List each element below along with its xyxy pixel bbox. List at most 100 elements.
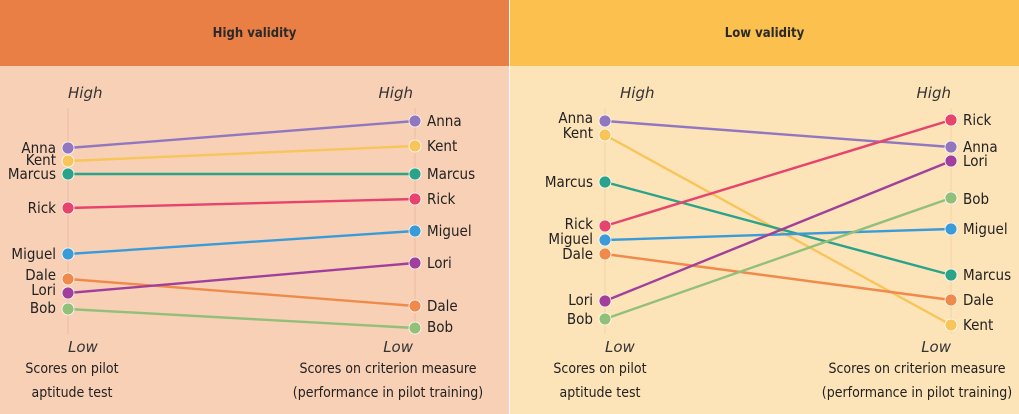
marcus-right-label: Marcus bbox=[427, 165, 475, 183]
kent-right-label: Kent bbox=[963, 316, 993, 334]
connector-lines bbox=[67, 119, 416, 330]
left-nodes bbox=[598, 114, 612, 326]
lori-right-label: Lori bbox=[963, 152, 988, 170]
lori-left-label: Lori bbox=[568, 291, 593, 309]
miguel-left-node bbox=[598, 233, 612, 247]
dale-right-node bbox=[408, 299, 422, 313]
miguel-left-node bbox=[61, 247, 75, 261]
rick-left-node bbox=[598, 219, 612, 233]
right-name-labels: Rick Anna Lori Bob Miguel Marcus Dale Ke… bbox=[963, 111, 1011, 334]
anna-connector bbox=[67, 119, 416, 150]
lori-connector bbox=[604, 159, 952, 303]
high-validity-title: High validity bbox=[212, 25, 297, 41]
kent-right-node bbox=[944, 318, 958, 332]
miguel-right-node bbox=[408, 224, 422, 238]
miguel-left-label: Miguel bbox=[548, 230, 593, 248]
low-validity-diagram: High High Low Low bbox=[545, 84, 1012, 401]
right-nodes bbox=[408, 114, 422, 335]
left-axis-caption-line-1: Scores on pilot bbox=[553, 361, 646, 377]
bob-left-node bbox=[61, 302, 75, 316]
left-low-label: Low bbox=[605, 338, 636, 356]
right-nodes bbox=[944, 113, 958, 332]
connector-lines bbox=[604, 118, 952, 327]
right-axis-caption-line-1: Scores on criterion measure bbox=[828, 361, 1005, 377]
anna-left-label: Anna bbox=[558, 109, 593, 127]
marcus-left-node bbox=[61, 167, 75, 181]
right-low-label: Low bbox=[921, 338, 952, 356]
left-low-label: Low bbox=[68, 338, 99, 356]
miguel-left-label: Miguel bbox=[11, 245, 56, 263]
right-axis-caption-line-2: (performance in pilot training) bbox=[293, 385, 483, 401]
lori-left-label: Lori bbox=[31, 281, 56, 299]
lori-right-node bbox=[944, 154, 958, 168]
anna-left-node bbox=[598, 114, 612, 128]
anna-connector bbox=[604, 119, 952, 149]
miguel-connector bbox=[604, 227, 952, 242]
high-validity-diagram: High High Low Low bbox=[8, 84, 483, 401]
kent-right-node bbox=[408, 139, 422, 153]
right-low-label: Low bbox=[383, 338, 414, 356]
rick-right-label: Rick bbox=[427, 190, 456, 208]
bob-left-node bbox=[598, 312, 612, 326]
dale-right-node bbox=[944, 293, 958, 307]
rick-connector bbox=[604, 118, 952, 228]
high-validity-header: High validity bbox=[0, 0, 509, 66]
dale-left-node bbox=[61, 272, 75, 286]
dale-connector bbox=[67, 277, 416, 308]
anna-right-node bbox=[408, 114, 422, 128]
anna-left-label: Anna bbox=[21, 139, 56, 157]
right-axis-caption-line-1: Scores on criterion measure bbox=[299, 361, 476, 377]
low-validity-header: Low validity bbox=[510, 0, 1019, 66]
kent-left-node bbox=[598, 128, 612, 142]
rick-left-node bbox=[61, 201, 75, 215]
rick-left-label: Rick bbox=[565, 215, 594, 233]
anna-right-label: Anna bbox=[427, 112, 462, 130]
marcus-left-label: Marcus bbox=[545, 173, 593, 191]
miguel-right-label: Miguel bbox=[963, 220, 1008, 238]
rick-right-node bbox=[944, 113, 958, 127]
miguel-right-label: Miguel bbox=[427, 222, 472, 240]
rick-right-label: Rick bbox=[963, 111, 992, 129]
rick-connector bbox=[67, 197, 416, 210]
kent-left-label: Kent bbox=[563, 124, 593, 142]
low-validity-panel: Low validity High High Low Low bbox=[510, 0, 1019, 414]
bob-connector bbox=[67, 307, 416, 330]
dale-left-label: Dale bbox=[562, 245, 593, 263]
right-axis-caption-line-2: (performance in pilot training) bbox=[822, 385, 1012, 401]
anna-left-node bbox=[61, 141, 75, 155]
miguel-right-node bbox=[944, 222, 958, 236]
rick-left-label: Rick bbox=[28, 199, 57, 217]
right-high-label: High bbox=[917, 84, 951, 102]
dale-left-label: Dale bbox=[25, 266, 56, 284]
anna-right-label: Anna bbox=[963, 138, 998, 156]
dale-right-label: Dale bbox=[963, 291, 994, 309]
left-nodes bbox=[61, 141, 75, 316]
right-name-labels: Anna Kent Marcus Rick Miguel Lori Dale B… bbox=[427, 112, 475, 336]
bob-right-label: Bob bbox=[963, 190, 989, 208]
left-name-labels: Anna Kent Marcus Rick Miguel Dale Lori B… bbox=[545, 109, 593, 328]
miguel-connector bbox=[67, 229, 416, 256]
left-high-label: High bbox=[620, 84, 654, 102]
left-axis-caption-line-2: aptitude test bbox=[559, 385, 640, 401]
bob-connector bbox=[604, 196, 952, 321]
left-high-label: High bbox=[68, 84, 102, 102]
dale-connector bbox=[604, 252, 952, 302]
rick-right-node bbox=[408, 192, 422, 206]
left-name-labels: Anna Kent Marcus Rick Miguel Dale Lori B… bbox=[8, 139, 56, 317]
bob-right-node bbox=[408, 321, 422, 335]
lori-connector bbox=[67, 261, 416, 295]
bob-left-label: Bob bbox=[30, 299, 56, 317]
marcus-connector bbox=[604, 180, 952, 277]
right-high-label: High bbox=[379, 84, 413, 102]
kent-connector bbox=[67, 144, 416, 163]
kent-right-label: Kent bbox=[427, 137, 457, 155]
low-validity-title: Low validity bbox=[724, 25, 805, 41]
kent-left-label: Kent bbox=[26, 151, 56, 169]
marcus-right-node bbox=[408, 167, 422, 181]
marcus-right-label: Marcus bbox=[963, 266, 1011, 284]
lori-left-node bbox=[598, 294, 612, 308]
bob-left-label: Bob bbox=[567, 310, 593, 328]
dale-left-node bbox=[598, 247, 612, 261]
marcus-left-node bbox=[598, 175, 612, 189]
bob-right-node bbox=[944, 191, 958, 205]
